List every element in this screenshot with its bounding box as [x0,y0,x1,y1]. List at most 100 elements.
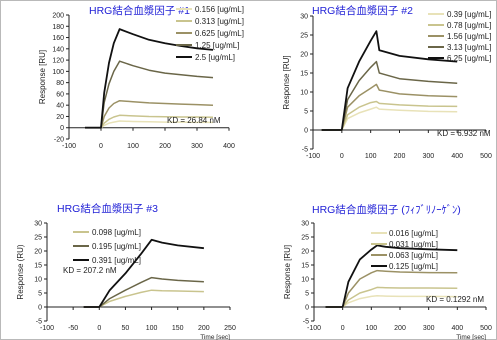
x-tick-label: -100 [62,143,76,150]
x-tick-label: 200 [394,153,406,160]
chart-panel-1: -20 0 20 40 60 80 100 120 140 160 180 200 -100 0 100 20… [38,4,244,150]
y-axis-label: Response [RU] [282,55,291,109]
kd-annotation: KD = 26.84 nM [167,116,221,125]
x-tick-label: 300 [191,143,203,150]
legend-entry: 0.195 [ug/mL] [73,242,141,251]
legend-label: 0.313 [ug/mL] [195,17,244,26]
y-tick-label: 180 [52,24,64,31]
y-tick-label: 20 [300,52,308,59]
x-axis-label: Time [sec] [200,334,230,340]
legend-label: 0.195 [ug/mL] [92,242,141,251]
x-tick-label: 400 [223,143,235,150]
legend-label: 0.78 [ug/mL] [447,21,491,30]
x-tick-label: 300 [422,153,434,160]
y-tick-label: 10 [301,277,309,284]
legend-entry: 0.016 [ug/mL] [371,229,438,238]
x-tick-label: 200 [394,325,406,332]
series-line [83,276,204,308]
y-tick-label: 5 [38,291,42,298]
y-tick-label: 0 [305,305,309,312]
x-tick-label: -100 [40,325,54,332]
series-line [325,269,458,308]
x-tick-label: 50 [122,325,130,332]
kd-annotation: KD = 207.2 nM [63,266,117,275]
x-tick-label: -100 [306,153,320,160]
x-tick-label: -100 [307,325,321,332]
x-tick-label: 400 [451,153,463,160]
legend-label: 0.625 [ug/mL] [195,29,244,38]
legend-entry: 1.56 [ug/mL] [428,32,491,41]
x-tick-label: 0 [97,325,101,332]
y-tick-label: -5 [36,319,42,326]
x-tick-label: 100 [365,325,377,332]
series-line [85,120,213,129]
legend-label: 1.25 [ug/mL] [195,41,239,50]
y-tick-label: 140 [52,46,64,53]
y-tick-label: 15 [34,263,42,270]
legend-entry: 0.063 [ug/mL] [371,251,438,260]
legend-entry: 0.031 [ug/mL] [371,240,438,249]
x-tick-label: 100 [146,325,158,332]
y-tick-label: 0 [304,128,308,135]
y-tick-label: 30 [300,14,308,21]
legend-entry: 0.125 [ug/mL] [371,262,438,271]
y-tick-label: -20 [54,137,64,144]
legend-entry: 0.156 [ug/mL] [176,5,244,14]
series-line [85,114,214,129]
series-line [83,238,204,308]
kd-annotation: KD = 6.932 nM [437,129,491,138]
y-tick-label: 20 [56,114,64,121]
series-line [85,99,214,129]
legend-label: 0.016 [ug/mL] [389,229,438,238]
series-line [85,28,214,129]
chart-title: HRG結合血漿因子 #1 [89,4,190,17]
legend-label: 0.39 [ug/mL] [447,10,491,19]
y-axis-label: Response [RU] [283,245,292,299]
legend-entry: 1.25 [ug/mL] [176,41,239,50]
legend-entry: 3.13 [ug/mL] [428,43,491,52]
series-line [325,244,458,308]
y-tick-label: 20 [301,249,309,256]
y-tick-label: 60 [56,91,64,98]
chart-panel-2: -5 0 5 10 15 20 25 30 -100 0 100 200 300 400 500 Respon… [282,4,492,160]
y-tick-label: 20 [34,249,42,256]
y-tick-label: 160 [52,35,64,42]
x-tick-label: 100 [365,153,377,160]
y-tick-label: 100 [52,69,64,76]
series-line [325,286,458,308]
x-tick-label: 200 [159,143,171,150]
x-tick-label: 0 [340,153,344,160]
legend-label: 3.13 [ug/mL] [447,43,491,52]
y-tick-label: 0 [60,125,64,132]
y-tick-label: 25 [300,33,308,40]
legend-label: 0.125 [ug/mL] [389,262,438,271]
y-tick-label: 5 [304,109,308,116]
x-tick-label: -50 [68,325,78,332]
chart-panel-4: -5 0 5 10 15 20 25 30 -100 0 100 200 300 400 500 Respon… [283,203,492,340]
legend-label: 6.25 [ug/mL] [447,54,491,63]
legend-label: 0.063 [ug/mL] [389,251,438,260]
y-tick-label: 30 [34,221,42,228]
y-tick-label: 30 [301,221,309,228]
legend-label: 0.098 [ug/mL] [92,228,141,237]
legend-entry: 2.5 [ug/mL] [176,53,235,62]
x-tick-label: 500 [480,153,492,160]
x-tick-label: 100 [127,143,139,150]
legend-entry: 0.098 [ug/mL] [73,228,141,237]
y-tick-label: 200 [52,13,64,20]
y-tick-label: -5 [302,147,308,154]
legend-label: 2.5 [ug/mL] [195,53,235,62]
chart-title: HRG結合血漿因子 #2 [312,4,413,17]
y-tick-label: 10 [300,90,308,97]
y-tick-label: 25 [301,235,309,242]
x-tick-label: 250 [224,325,236,332]
x-tick-label: 500 [480,325,492,332]
chart-title: HRG結合血漿因子 (ﾌｨﾌﾞﾘﾉｰｹﾞﾝ) [312,203,461,216]
x-tick-label: 300 [423,325,435,332]
x-tick-label: 400 [451,325,463,332]
kd-annotation: KD = 0.1292 nM [426,295,484,304]
legend-label: 0.391 [ug/mL] [92,256,141,265]
y-tick-label: 120 [52,58,64,65]
